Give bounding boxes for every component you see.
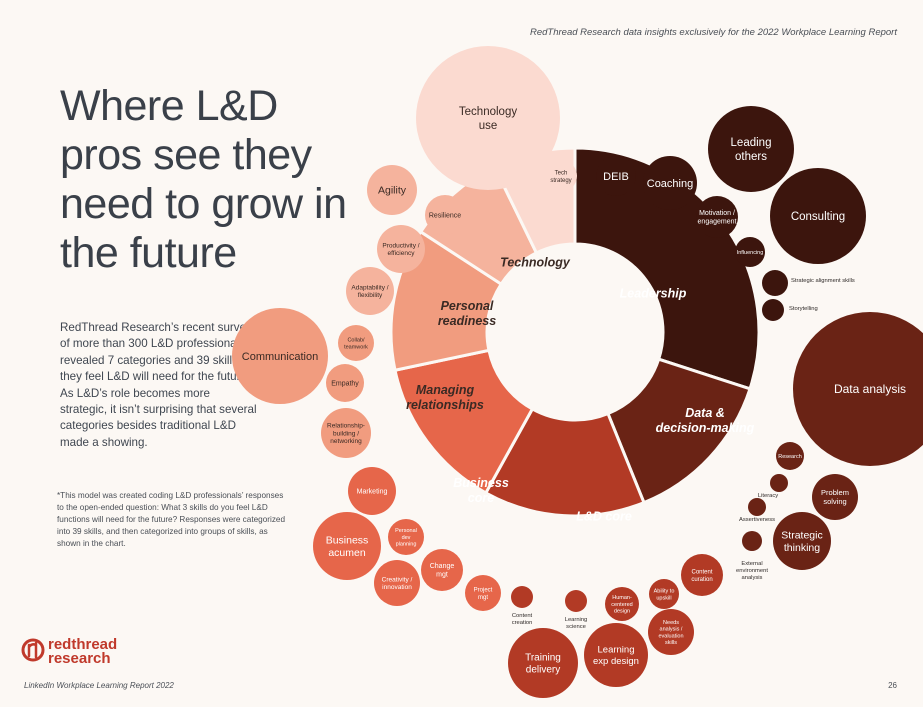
skill-bubble-leading-others [708,106,794,192]
ring-segment-data-and-decision-making [606,357,752,505]
skill-bubble-communication [232,308,328,404]
ring-label-landd-core: L&D core [576,509,632,523]
skill-bubble-strategic-thinking [773,512,831,570]
skill-label-empathy: Empathy [331,380,359,387]
intro-paragraph: RedThread Research’s recent survey of mo… [60,321,257,449]
skill-label-tech-strategy: Tech strategy [550,170,571,183]
skill-bubble-data-analysis [793,312,923,466]
skill-bubble-productivity-efficiency [377,225,425,273]
skill-label-consulting: Consulting [791,211,845,223]
skill-label-personal-dev-planning: Personal dev planning [395,528,417,547]
skill-bubble-human-centered-design [605,587,639,621]
skill-bubble-problem-solving [812,474,858,520]
skill-label-resilience: Resilience [429,212,461,219]
skill-label-communication: Communication [242,351,318,363]
skill-label-agility: Agility [378,185,407,197]
skill-label-strategic-thinking: Strategic thinking [781,529,822,554]
skill-label-leading-others: Leading others [731,137,772,163]
ring-label-leadership: Leadership [620,286,687,300]
ring-label-data-and-decision-making: Data & decision-making [656,406,755,435]
skill-bubble-creativity-innovation [374,560,420,606]
skill-bubble-personal-dev-planning [388,519,424,555]
skill-label-collab-teamwork: Collab/teamwork [344,338,368,351]
skill-label-business-acumen: Business acumen [326,534,369,559]
skill-label-assertiveness: Assertiveness [739,517,775,523]
skill-bubble-needs-analysis-evaluation-skills [648,609,694,655]
footnote: *This model was created coding L&D profe… [57,491,286,548]
skill-label-problem-solving: Problem solving [821,488,849,506]
skill-label-learning-exp-design: Learning exp design [593,645,639,668]
skill-bubble-literacy [770,474,788,492]
skill-bubble-influencing [735,237,765,267]
skill-label-marketing: Marketing [357,488,388,495]
skill-label-research: Research [778,454,802,460]
skill-label-strategic-alignment-skills: Strategic alignment skills [791,278,855,284]
ring-label-business-core: Business core [453,476,509,505]
skill-bubble-marketing [348,467,396,515]
skill-bubble-external-environment-analysis [742,531,762,551]
page-title: Where L&D pros see they need to grow in … [60,82,347,277]
skill-bubble-learning-science [565,590,587,612]
skill-label-productivity-efficiency: Productivity / efficiency [382,242,419,257]
skill-bubble-tech-strategy [545,160,577,192]
skill-bubble-strategic-alignment-skills [762,270,788,296]
skill-label-literacy: Literacy [758,493,778,499]
logo-text-line1: redthread [48,636,117,653]
header-note: RedThread Research data insights exclusi… [529,27,897,38]
skill-label-storytelling: Storytelling [789,306,818,312]
skill-label-external-environment-analysis: External environment analysis [736,561,768,581]
skill-bubble-deib [596,156,636,196]
skill-label-adaptability-flexibility: Adaptability / flexibility [351,284,388,299]
skill-label-content-curation: Content curation [691,569,713,582]
ring-label-managing-relationships: Managing relationships [406,383,484,412]
skill-label-needs-analysis-evaluation-skills: Needs analysis / evaluation skills [658,620,683,646]
skill-label-ability-to-upskill: Ability to upskill [654,589,675,602]
skill-label-content-creation: Content creation [512,613,533,626]
skill-label-learning-science: Learning science [565,617,588,630]
skill-label-motivation-engagement: Motivation / engagement [698,210,737,226]
ring-label-technology: Technology [500,255,571,269]
skill-bubble-consulting [770,168,866,264]
skill-label-change-mgt: Change mgt [430,563,455,579]
logo-mark-icon [21,638,45,662]
page-number: 26 [888,681,897,690]
logo-text-line2: research [48,650,111,667]
skill-label-influencing: Influencing [737,250,764,256]
skill-bubble-learning-exp-design [584,623,648,687]
skill-bubble-empathy [326,364,364,402]
skill-bubble-project-mgt [465,575,501,611]
skill-bubble-coaching [643,156,697,210]
skill-label-creativity-innovation: Creativity / innovation [382,576,413,591]
skill-bubble-collab-teamwork [338,325,374,361]
skill-label-training-delivery: Training delivery [525,652,561,675]
footer-report-name: LinkedIn Workplace Learning Report 2022 [24,681,174,690]
skill-bubble-agility [367,165,417,215]
redthread-logo: redthread research [21,636,117,667]
skill-label-human-centered-design: Human-centered design [611,595,632,614]
skill-bubble-adaptability-flexibility [346,267,394,315]
skill-bubble-relationship-building-networking [321,408,371,458]
skill-label-data-analysis: Data analysis [834,382,906,396]
skill-bubble-ability-to-upskill [649,579,679,609]
skill-label-project-mgt: Project mgt [474,587,493,600]
ring-label-personal-readiness: Personal readiness [438,299,496,328]
skill-label-technology-use: Technology use [459,106,517,132]
skill-bubble-technology-use [416,46,560,190]
skill-bubble-resilience [425,195,465,235]
skill-bubble-assertiveness [748,498,766,516]
logo-thread-icon [27,641,38,659]
skill-bubble-training-delivery [508,628,578,698]
skill-bubble-change-mgt [421,549,463,591]
skill-bubble-content-creation [511,586,533,608]
skill-bubble-motivation-engagement [696,196,738,238]
skill-label-relationship-building-networking: Relationship-building / networking [327,422,365,445]
skill-bubble-business-acumen [313,512,381,580]
skill-label-deib: DEIB [603,171,629,183]
skill-label-coaching: Coaching [647,178,693,190]
skill-bubble-content-curation [681,554,723,596]
skill-bubble-research [776,442,804,470]
skill-bubble-storytelling [762,299,784,321]
